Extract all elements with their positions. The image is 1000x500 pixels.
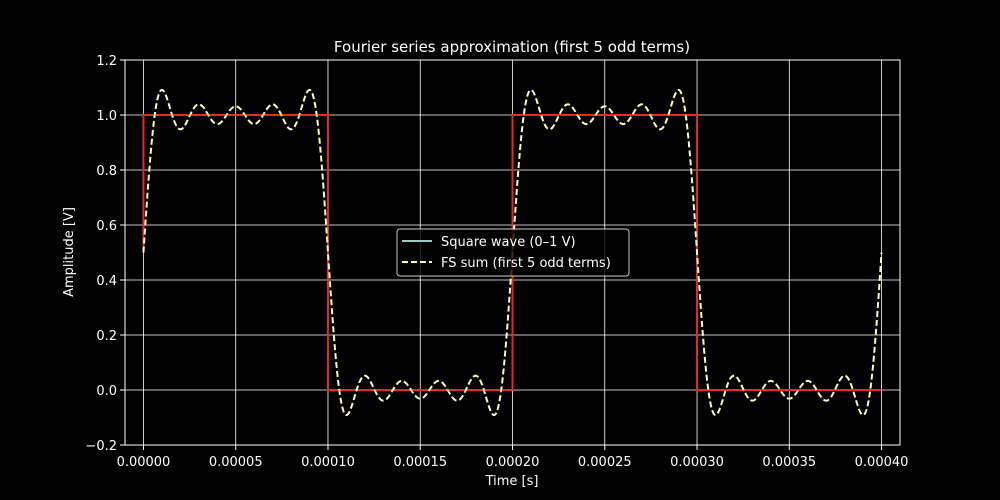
x-tick-label: 0.00010 [301,455,355,470]
y-tick-label: 0.0 [96,384,117,399]
y-axis-ticks: −0.2 0.0 0.2 0.4 0.6 0.8 1.0 1.2 [85,54,125,454]
x-axis-label: Time [s] [485,474,539,489]
y-tick-label: 0.6 [96,219,117,234]
y-tick-label: 0.8 [96,164,117,179]
y-tick-label: 1.0 [96,109,117,124]
chart-title: Fourier series approximation (first 5 od… [334,38,690,56]
legend: Square wave (0–1 V) FS sum (first 5 odd … [396,228,630,277]
y-tick-label: 1.2 [96,54,117,69]
legend-box [396,228,630,277]
x-axis-ticks: 0.00000 0.00005 0.00010 0.00015 0.00020 0.000… [117,445,909,470]
x-tick-label: 0.00030 [670,455,724,470]
x-tick-label: 0.00040 [855,455,909,470]
legend-label-square-wave: Square wave (0–1 V) [441,235,576,250]
x-tick-label: 0.00015 [393,455,447,470]
x-tick-label: 0.00020 [486,455,540,470]
y-tick-label: −0.2 [85,439,117,454]
x-tick-label: 0.00005 [209,455,263,470]
y-axis-label: Amplitude [V] [62,207,77,297]
legend-label-fs-sum: FS sum (first 5 odd terms) [441,256,611,271]
x-tick-label: 0.00000 [117,455,171,470]
x-tick-label: 0.00035 [762,455,816,470]
y-tick-label: 0.4 [96,274,117,289]
series-line-square-wave [142,114,882,391]
x-tick-label: 0.00025 [578,455,632,470]
y-tick-label: 0.2 [96,329,117,344]
